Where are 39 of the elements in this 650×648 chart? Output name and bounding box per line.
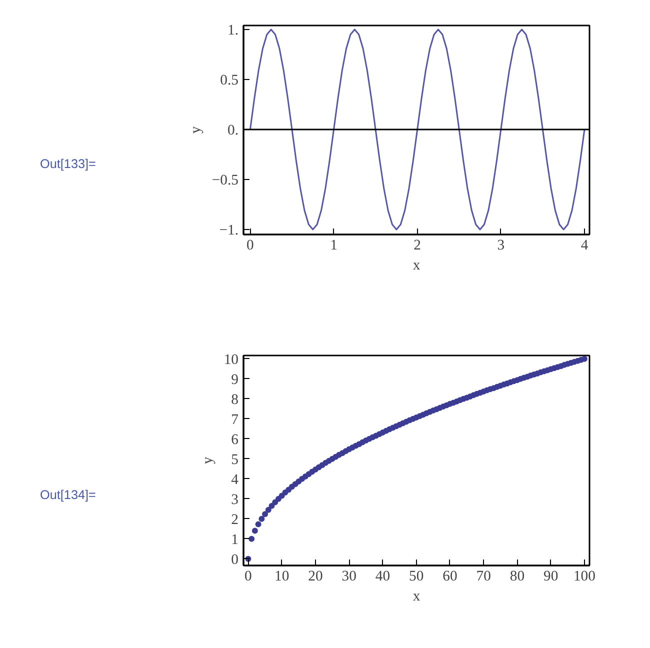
x-tick-label: 20 bbox=[308, 568, 323, 584]
y-axis-title: y bbox=[188, 126, 204, 134]
y-tick-label: 2 bbox=[231, 512, 238, 528]
y-tick-label: 4 bbox=[231, 472, 240, 488]
text: Out[133]= bbox=[40, 156, 96, 173]
x-tick-label: 10 bbox=[274, 568, 290, 584]
y-tick-label: 1 bbox=[231, 532, 238, 548]
x-tick-label: 3 bbox=[497, 238, 505, 254]
y-tick-label: 0.5 bbox=[220, 72, 239, 88]
y-tick-label: 9 bbox=[231, 372, 238, 388]
line-series bbox=[249, 28, 586, 230]
x-tick-label: 4 bbox=[580, 238, 589, 254]
x-tick-label: 30 bbox=[342, 568, 356, 584]
text: Out[134]= bbox=[40, 487, 96, 504]
x-tick-label: 100 bbox=[573, 568, 596, 584]
x-axis-title: x bbox=[412, 258, 421, 274]
x-tick-label: 60 bbox=[442, 568, 458, 584]
y-tick-label: 0 bbox=[231, 552, 238, 568]
x-tick-label: 70 bbox=[476, 568, 491, 584]
y-axis-title: y bbox=[200, 456, 216, 464]
x-tick-label: 50 bbox=[409, 568, 424, 584]
y-tick-label: −0.5 bbox=[212, 172, 239, 188]
y-tick-label: 10 bbox=[224, 352, 238, 368]
y-tick-label: 3 bbox=[231, 492, 238, 508]
x-axis-title: x bbox=[412, 588, 421, 604]
y-tick-label: 8 bbox=[231, 392, 238, 408]
x-tick-label: 40 bbox=[375, 568, 390, 584]
y-tick-label: 5 bbox=[231, 452, 238, 468]
x-tick-label: 80 bbox=[510, 568, 525, 584]
x-tick-label: 0 bbox=[244, 568, 252, 584]
x-tick-label: 0 bbox=[246, 238, 254, 254]
x-tick-label: 1 bbox=[330, 238, 338, 254]
x-tick-label: 90 bbox=[544, 568, 558, 584]
y-tick-label: 0. bbox=[228, 122, 239, 138]
x-tick-label: 2 bbox=[414, 238, 421, 254]
y-tick-label: −1. bbox=[219, 222, 239, 238]
y-tick-label: 7 bbox=[231, 412, 238, 428]
y-tick-label: 1. bbox=[228, 22, 239, 38]
y-tick-label: 6 bbox=[231, 432, 238, 448]
